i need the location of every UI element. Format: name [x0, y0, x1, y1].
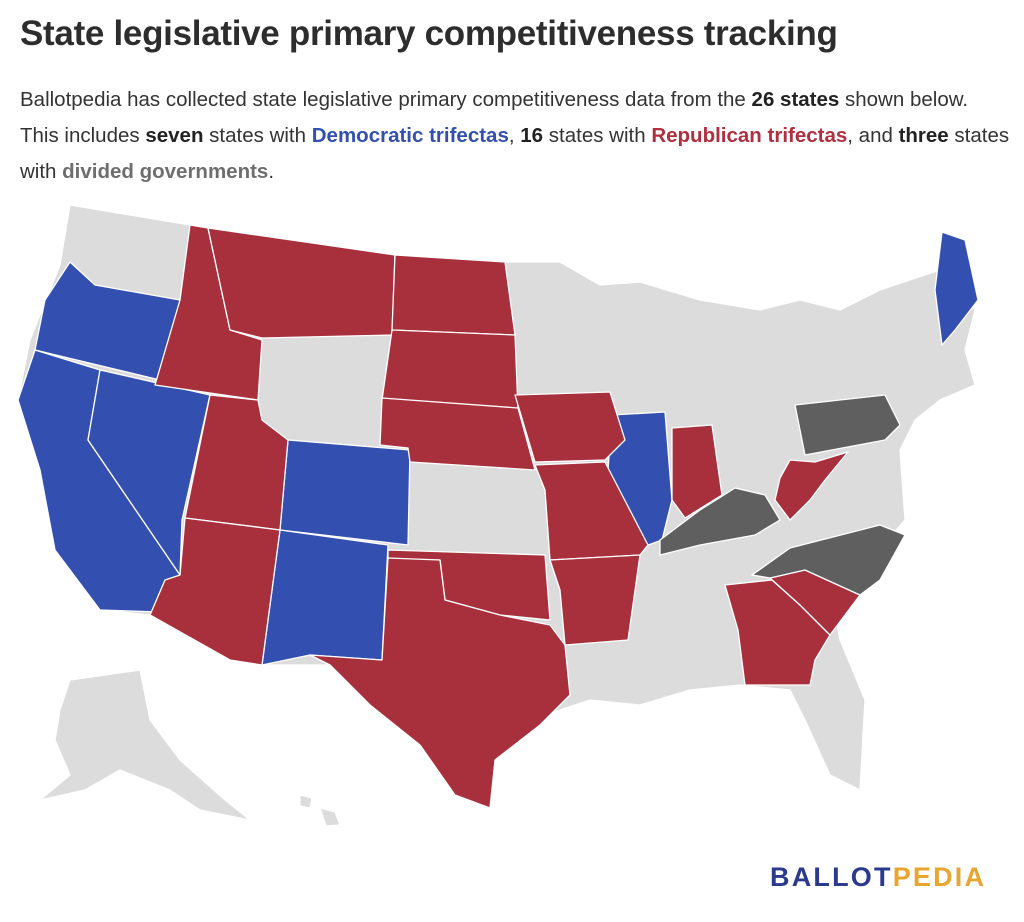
state-montana [207, 227, 396, 339]
state-colorado [279, 439, 411, 546]
state-iowa [514, 391, 626, 463]
description-text: , and [847, 124, 899, 147]
state-arizona [149, 517, 281, 666]
state-south-dakota [381, 329, 519, 411]
republican-count: 16 [520, 124, 544, 147]
description-text: Ballotpedia has collected state legislat… [20, 88, 752, 111]
state-north-dakota [391, 254, 516, 336]
us-map [17, 204, 979, 827]
state-north-carolina [751, 524, 906, 596]
state-hawaii [299, 794, 341, 827]
state-maine [934, 231, 979, 346]
divided-governments-label: divided governments [62, 160, 269, 183]
state-pennsylvania [794, 394, 901, 456]
description-text: states with [20, 124, 1010, 183]
description-text: , [508, 124, 521, 147]
state-nebraska [379, 397, 536, 471]
state-new-mexico [261, 529, 389, 666]
democratic-count: seven [145, 124, 204, 147]
description-text: states with [203, 124, 312, 147]
description: Ballotpedia has collected state legislat… [20, 82, 1010, 190]
divided-count: three [898, 124, 949, 147]
state-arkansas [549, 554, 641, 646]
description-text: states with [543, 124, 652, 147]
ballotpedia-logo: BALLOTPEDIA [770, 862, 986, 893]
republican-trifectas-label: Republican trifectas [651, 124, 848, 147]
description-text: shown below. This includes [20, 88, 969, 147]
state-count: 26 states [751, 88, 840, 111]
state-kentucky [659, 487, 781, 556]
state-west-virginia [774, 451, 849, 521]
state-indiana [671, 424, 723, 519]
logo-part-ballot: BALLOT [770, 862, 893, 892]
description-text: . [268, 160, 275, 183]
state-texas [309, 557, 571, 809]
democratic-trifectas-label: Democratic trifectas [311, 124, 509, 147]
logo-part-pedia: PEDIA [892, 862, 987, 892]
page-title: State legislative primary competitivenes… [20, 14, 838, 53]
state-alaska [39, 669, 251, 821]
